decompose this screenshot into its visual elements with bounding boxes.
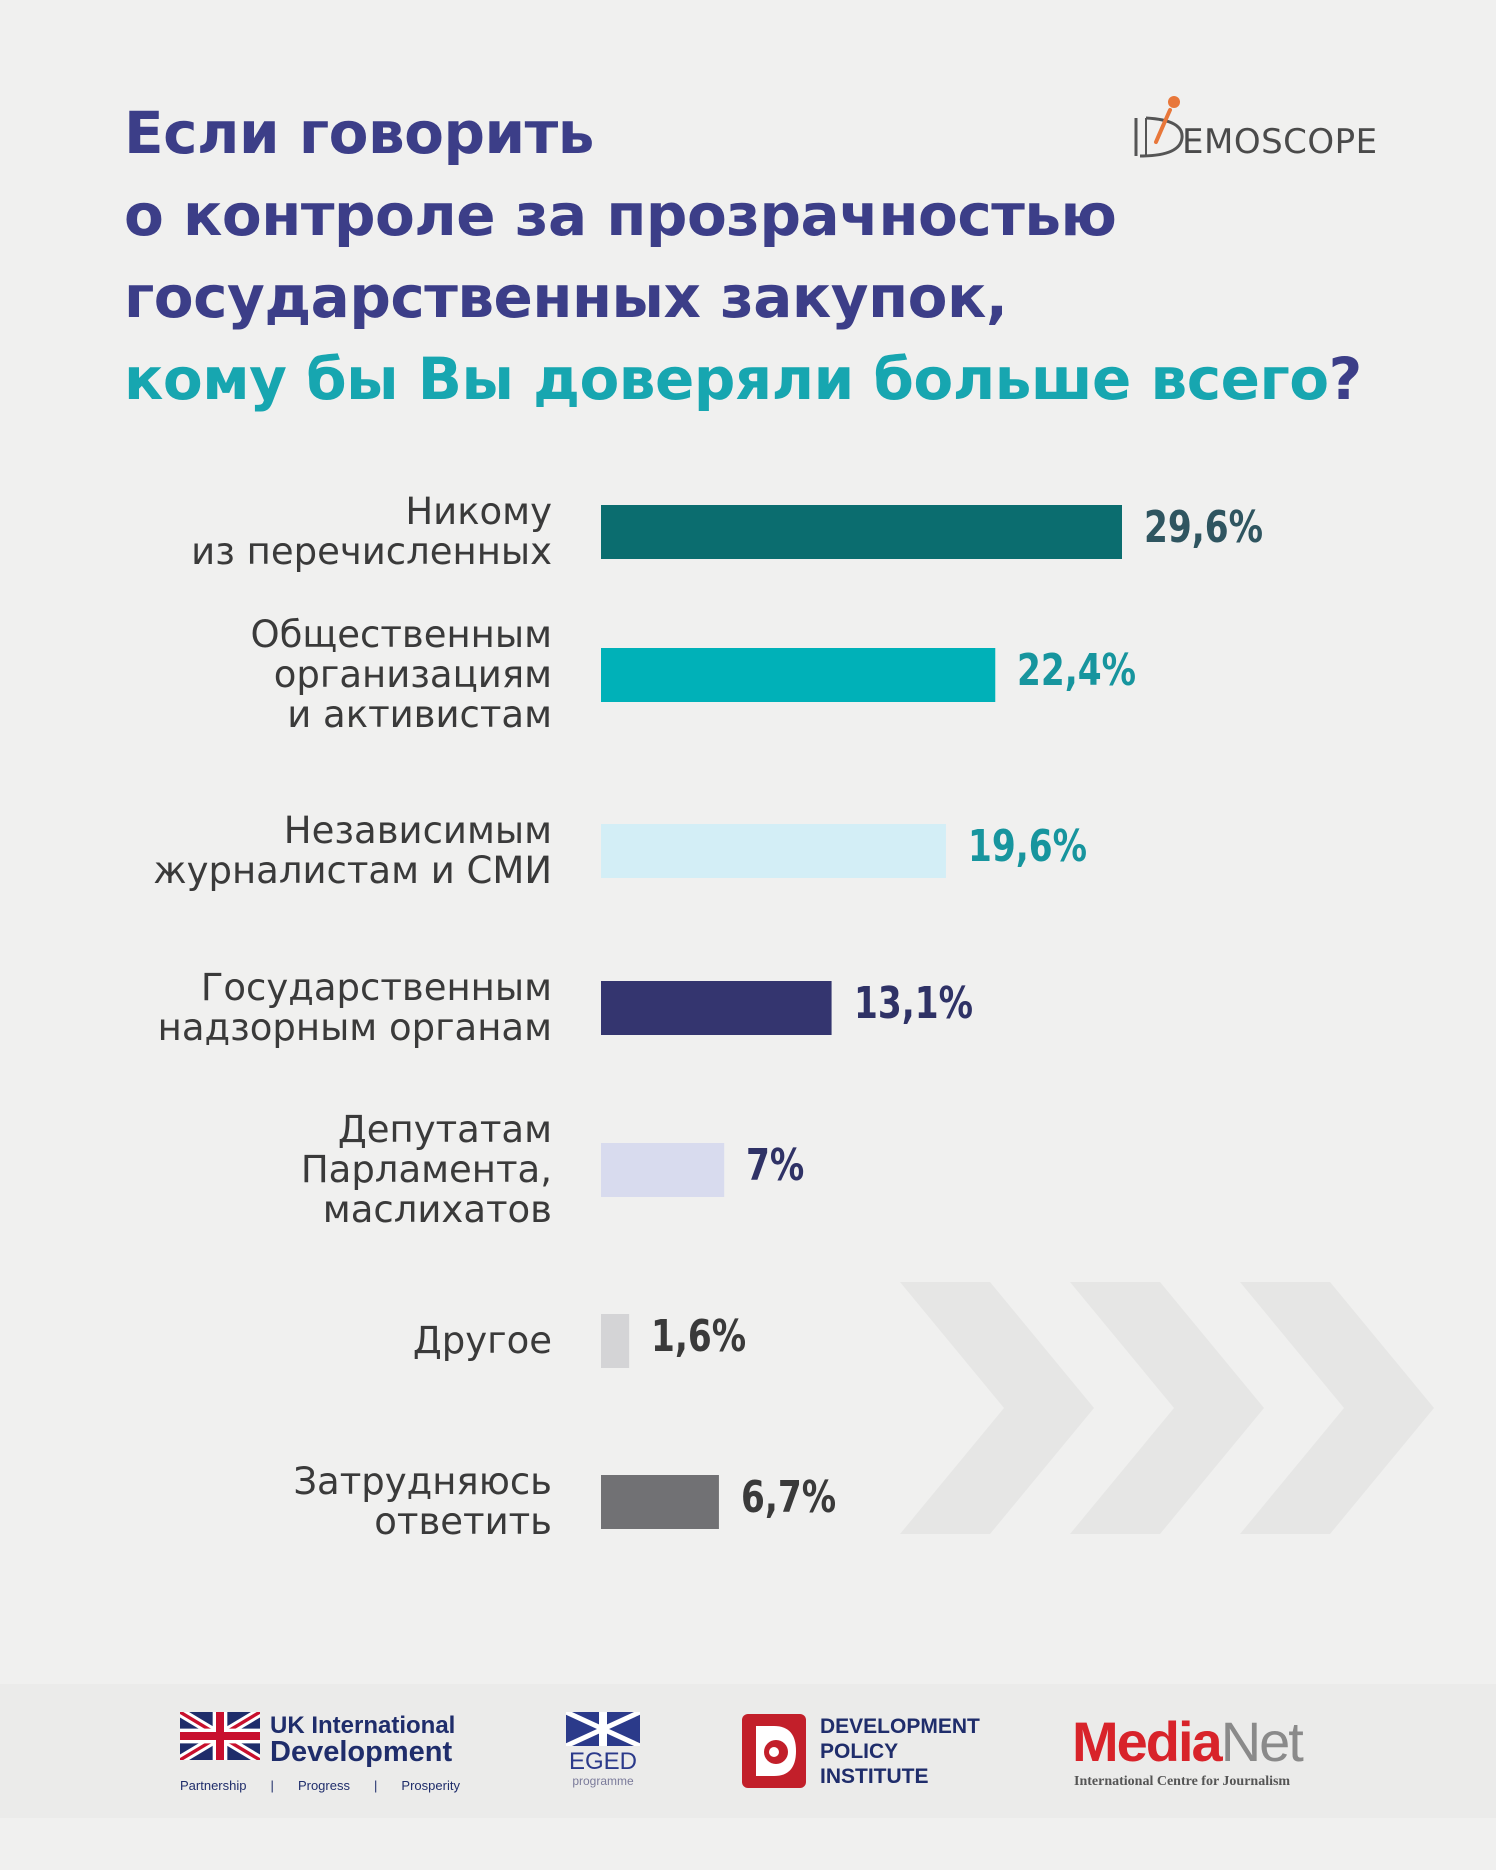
title-question-mark: ?: [1328, 345, 1363, 413]
ukid-line-2: Development: [270, 1736, 453, 1768]
uk-international-development-logo: UK International Development Partnership…: [180, 1712, 480, 1796]
title-line-3: государственных закупок,: [124, 263, 1008, 331]
value-label-3: 19,6%: [967, 821, 1088, 872]
category-label-7-line-1: Затрудняюсь: [293, 1460, 552, 1503]
medianet-logo: MediaNet International Centre for Journa…: [1072, 1712, 1322, 1796]
ukid-tag-2: Progress: [297, 1778, 350, 1793]
value-label-5: 7%: [746, 1140, 805, 1191]
category-label-2: Общественным организациям и активистам: [32, 615, 552, 735]
category-label-3-line-1: Независимым: [283, 809, 552, 852]
demoscope-wordmark: EMOSCOPE: [1182, 122, 1378, 162]
ukid-sep-2: |: [374, 1778, 378, 1793]
development-policy-institute-logo: DEVELOPMENT POLICY INSTITUTE: [740, 1712, 1000, 1796]
value-label-2: 22,4%: [1017, 645, 1137, 696]
category-label-6: Другое: [32, 1321, 552, 1361]
title-line-4: кому бы Вы доверяли больше всего?: [124, 338, 1362, 420]
dpi-line-3: INSTITUTE: [820, 1765, 929, 1788]
ukid-sep-1: |: [270, 1778, 274, 1793]
bar-1: [601, 505, 1122, 559]
dpi-line-1: DEVELOPMENT: [820, 1715, 980, 1738]
medianet-wordmark: MediaNet: [1072, 1710, 1304, 1773]
title-line-1: Если говорить: [124, 99, 594, 167]
value-label-1: 29,6%: [1144, 502, 1264, 553]
dpi-emblem-icon: [742, 1714, 806, 1788]
category-label-5-line-3: маслихатов: [322, 1188, 552, 1231]
eged-name: EGED: [568, 1748, 637, 1775]
category-label-2-line-2: организациям: [273, 653, 552, 696]
value-label-6: 1,6%: [651, 1311, 747, 1362]
eged-logo: EGED programme: [566, 1712, 646, 1796]
bar-5: [601, 1143, 725, 1197]
category-label-2-line-1: Общественным: [250, 613, 552, 656]
medianet-media: Media: [1072, 1710, 1223, 1773]
category-label-6-line-1: Другое: [412, 1319, 552, 1362]
ukid-line-1: UK International: [270, 1712, 456, 1739]
value-label-7: 6,7%: [740, 1472, 837, 1523]
bar-3: [601, 824, 946, 878]
category-label-1-line-1: Никому: [405, 490, 552, 533]
category-label-4-line-1: Государственным: [200, 966, 552, 1009]
chart-title: Если говорить о контроле за прозрачность…: [124, 92, 1362, 420]
category-label-1-line-2: из перечисленных: [191, 530, 552, 573]
eged-sub: programme: [572, 1774, 634, 1788]
category-label-3-line-2: журналистам и СМИ: [153, 849, 552, 892]
category-label-7: Затрудняюсь ответить: [32, 1462, 552, 1542]
bars-area: [601, 505, 1122, 1529]
bar-6: [601, 1314, 630, 1368]
bar-2: [601, 648, 996, 702]
eged-flag-icon: [566, 1712, 640, 1746]
value-label-4: 13,1%: [853, 978, 973, 1029]
category-label-2-line-3: и активистам: [287, 693, 552, 736]
ukid-tag-3: Prosperity: [401, 1778, 460, 1793]
category-label-4: Государственным надзорным органам: [32, 968, 552, 1048]
title-line-2: о контроле за прозрачностью: [124, 181, 1117, 249]
category-label-5: Депутатам Парламента, маслихатов: [32, 1110, 552, 1230]
bar-4: [601, 981, 832, 1035]
bar-chart: 29,6% Никому из перечисленных 22,4% Обществе…: [32, 492, 1264, 1542]
category-label-7-line-2: ответить: [374, 1500, 552, 1543]
category-label-4-line-2: надзорным органам: [157, 1006, 552, 1049]
ukid-tagline: Partnership | Progress | Prosperity: [180, 1778, 460, 1793]
bar-7: [601, 1475, 719, 1529]
title-line-4-text: кому бы Вы доверяли больше всего: [124, 345, 1329, 413]
medianet-sub: International Centre for Journalism: [1074, 1774, 1291, 1789]
medianet-net: Net: [1220, 1710, 1304, 1773]
category-label-5-line-2: Парламента,: [300, 1148, 552, 1191]
category-label-1: Никому из перечисленных: [32, 492, 552, 572]
category-label-3: Независимым журналистам и СМИ: [32, 811, 552, 891]
category-label-5-line-1: Депутатам: [337, 1108, 552, 1151]
partner-footer: UK International Development Partnership…: [0, 1684, 1496, 1818]
dpi-text: DEVELOPMENT POLICY INSTITUTE: [820, 1714, 980, 1789]
demoscope-d-icon: [1134, 96, 1184, 158]
dpi-line-2: POLICY: [820, 1740, 899, 1763]
demoscope-logo: EMOSCOPE: [1132, 92, 1377, 164]
ukid-tag-1: Partnership: [180, 1778, 247, 1793]
chevron-decoration: [0, 0, 1496, 1660]
union-jack-icon: [180, 1712, 260, 1760]
